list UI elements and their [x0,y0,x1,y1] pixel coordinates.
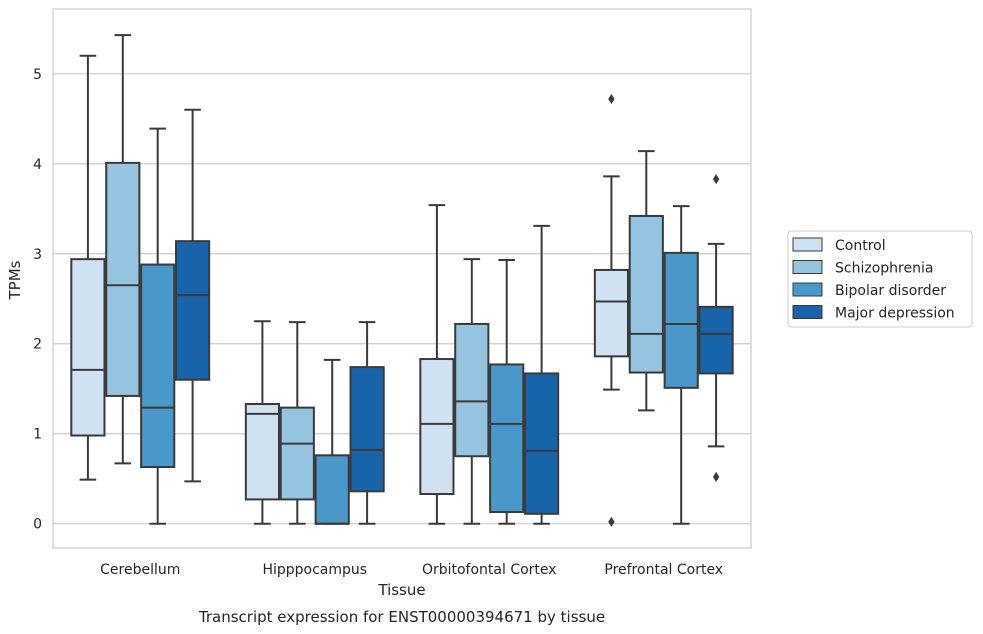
box-iqr [70,258,106,437]
box-iqr [314,454,350,525]
box-iqr [105,161,141,397]
box-major-depression [698,174,734,482]
outlier-point [712,471,720,482]
chart-caption: Transcript expression for ENST0000039467… [198,608,605,626]
y-tick-label: 1 [33,427,42,443]
box-iqr [628,214,664,374]
box-schizophrenia [628,150,664,412]
box-iqr [349,366,385,493]
box-control [593,93,629,527]
legend-label: Bipolar disorder [835,283,946,299]
x-axis-label: Tissue [377,581,425,599]
x-tick-label: Hipppocampus [262,562,367,578]
plot-frame [52,8,752,549]
y-axis-label: TPMs [6,260,24,300]
x-tick-label: Orbitofontal Cortex [422,562,557,578]
legend-swatch [792,237,823,252]
y-tick-labels: 0 1 2 3 4 5 [33,67,42,533]
box-major-depression [524,224,560,525]
y-tick-label: 0 [33,517,42,533]
box-bipolar-disorder [663,205,699,525]
box-iqr [175,240,211,381]
box-iqr [698,305,734,375]
legend-frame [787,230,973,328]
y-tick-label: 2 [33,337,42,353]
outlier-point [608,93,615,104]
box-major-depression [175,108,211,483]
outlier-point [608,516,615,527]
box-bipolar-disorder [314,358,350,525]
box-control [419,204,455,525]
x-tick-label: Prefrontal Cortex [604,562,723,578]
box-control [244,320,280,525]
x-tick-label: Cerebellum [100,562,180,578]
box-iqr [419,358,455,496]
box-iqr [524,372,560,515]
box-schizophrenia [454,258,490,525]
box-iqr [593,268,629,358]
box-bipolar-disorder [489,259,525,525]
y-tick-label: 5 [33,67,42,83]
legend: Control Schizophrenia Bipolar disorder Majo… [787,230,973,328]
box-schizophrenia [105,34,141,465]
box-bipolar-disorder [140,127,176,525]
y-tick-label: 4 [33,157,42,173]
x-tick-labels: Cerebellum Hipppocampus Orbitofontal Corte… [100,562,723,578]
y-tick-label: 3 [33,247,42,263]
outlier-point [712,174,720,185]
legend-swatch [792,282,823,297]
legend-swatch [792,260,823,274]
legend-label: Control [835,238,886,254]
box-iqr [279,406,315,501]
legend-label: Major depression [835,306,955,322]
box-iqr [489,363,525,514]
box-iqr [663,251,699,389]
boxes [70,34,734,527]
box-major-depression [349,321,385,525]
box-iqr [244,403,280,501]
legend-swatch [792,305,823,319]
legend-label: Schizophrenia [835,261,933,277]
box-iqr [454,322,490,458]
box-iqr [140,263,176,469]
box-schizophrenia [279,321,315,525]
box-control [70,54,106,481]
